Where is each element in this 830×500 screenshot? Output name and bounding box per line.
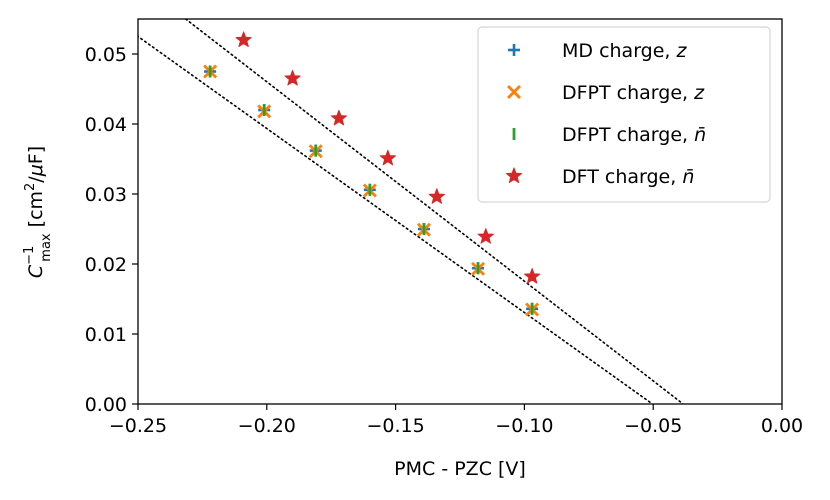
legend-symbol [508, 44, 520, 56]
x-b [507, 85, 521, 99]
y-label-units-mid: / [25, 176, 47, 183]
y-tick-label: 0.04 [85, 114, 127, 136]
y-tick-label: 0.02 [85, 254, 127, 276]
legend-symbol [507, 85, 521, 99]
x-tick-label: 0.00 [761, 415, 803, 437]
data-markers [203, 31, 541, 317]
data-point [379, 149, 397, 166]
y-tick-label: 0.03 [85, 184, 127, 206]
x-tick-label: −0.20 [238, 415, 296, 437]
x-axis-label: PMC - PZC [V] [394, 458, 526, 480]
y-label-units-mu: μ [25, 164, 47, 177]
fit-lines [138, 19, 684, 404]
legend-symbols [505, 44, 523, 184]
plot-frame [137, 18, 783, 405]
y-label-units-open: [cm [25, 191, 47, 233]
y-tick-label: 0.01 [85, 324, 127, 346]
data-point [477, 228, 494, 244]
fit-upper [184, 19, 684, 404]
y-label-sub: max [39, 233, 54, 262]
y-tick-label: 0.05 [85, 44, 127, 66]
series-3 [235, 31, 541, 284]
x-tick-label: −0.10 [495, 415, 553, 437]
x-tick-label: −0.15 [366, 415, 424, 437]
y-label-units-close: F] [25, 146, 47, 164]
fit-lower [138, 35, 654, 404]
series-2 [208, 65, 534, 315]
y-tick-label: 0.00 [85, 394, 127, 416]
x-axis: −0.25 −0.20 −0.15 −0.10 −0.05 0.00 [109, 404, 803, 437]
legend: MD charge, z DFPT charge, z DFPT charge,… [477, 26, 771, 203]
x-tick-label: −0.05 [624, 415, 682, 437]
data-point [235, 31, 252, 48]
legend-entry-dfpt-nbar: DFPT charge, n̄ [562, 124, 706, 146]
legend-symbol [505, 167, 523, 184]
x-tick-label: −0.25 [109, 415, 167, 437]
legend-entry-dfpt-z: DFPT charge, z [562, 82, 705, 104]
y-label-base: C [25, 264, 47, 278]
y-label-sup: −1 [22, 246, 37, 265]
y-axis-label: C−1 max [cm2/μF] [22, 146, 54, 278]
legend-box [477, 26, 771, 203]
y-label-units-sup: 2 [23, 183, 38, 191]
legend-entry-dft-nbar: DFT charge, n̄ [562, 166, 694, 188]
legend-entry-md-z: MD charge, z [562, 40, 688, 62]
y-axis: 0.00 0.01 0.02 0.03 0.04 0.05 [85, 44, 138, 416]
data-point [523, 267, 541, 284]
data-point [428, 188, 446, 204]
data-point [284, 69, 301, 86]
data-point [330, 109, 348, 126]
